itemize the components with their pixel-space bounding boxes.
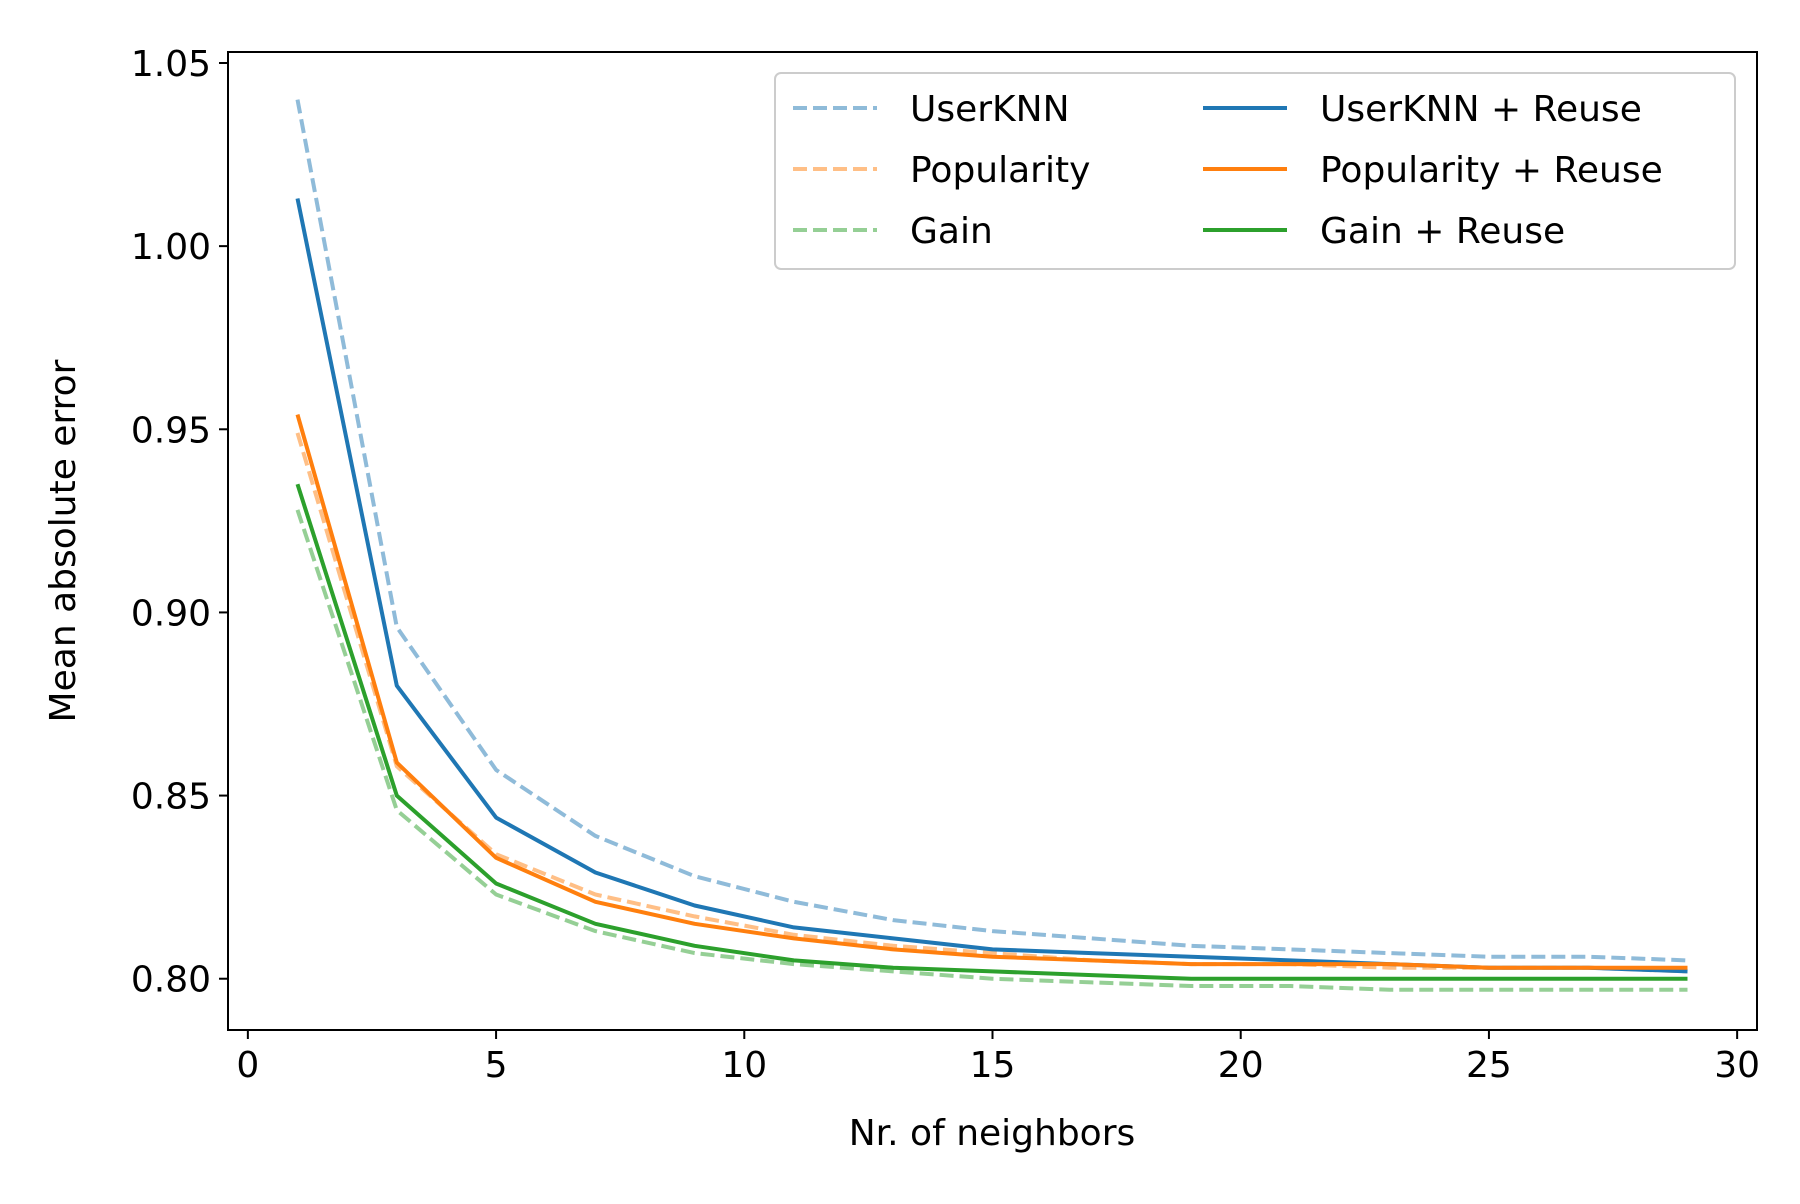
- x-tick-label: 30: [1714, 1045, 1760, 1086]
- y-tick-label: 0.90: [131, 593, 211, 634]
- y-tick-label: 1.05: [131, 44, 211, 85]
- series-line-gain: [295, 509, 1688, 992]
- legend-label: UserKNN: [910, 89, 1070, 130]
- axes: 0 5 10 15 20 25 30 0.80 0.85 0.90 0.95 1.00 1.05: [131, 44, 1760, 1086]
- series-line-gain-reuse: [295, 483, 1688, 981]
- y-axis-label: Mean absolute error: [43, 359, 84, 722]
- plot-area: [295, 99, 1688, 992]
- x-tick-label: 20: [1218, 1045, 1264, 1086]
- legend-label: Popularity: [910, 150, 1090, 191]
- x-tick-label: 5: [485, 1045, 508, 1086]
- legend-label: Gain: [910, 211, 993, 252]
- legend-label: Popularity + Reuse: [1320, 150, 1663, 191]
- legend-label: Gain + Reuse: [1320, 211, 1565, 252]
- legend-label: UserKNN + Reuse: [1320, 89, 1642, 130]
- y-tick-label: 0.95: [131, 410, 211, 451]
- x-tick-label: 0: [236, 1045, 259, 1086]
- y-tick-label: 1.00: [131, 227, 211, 268]
- x-tick-label: 15: [970, 1045, 1016, 1086]
- series-line-userknn: [295, 99, 1688, 963]
- y-tick-label: 0.80: [131, 960, 211, 1001]
- series-line-popularity-reuse: [295, 414, 1688, 970]
- y-tick-label: 0.85: [131, 777, 211, 818]
- x-axis-label: Nr. of neighbors: [849, 1113, 1136, 1154]
- legend: UserKNN Popularity Gain UserKNN + Reuse Popu…: [774, 72, 1736, 270]
- x-tick-label: 10: [721, 1045, 767, 1086]
- x-tick-label: 25: [1466, 1045, 1512, 1086]
